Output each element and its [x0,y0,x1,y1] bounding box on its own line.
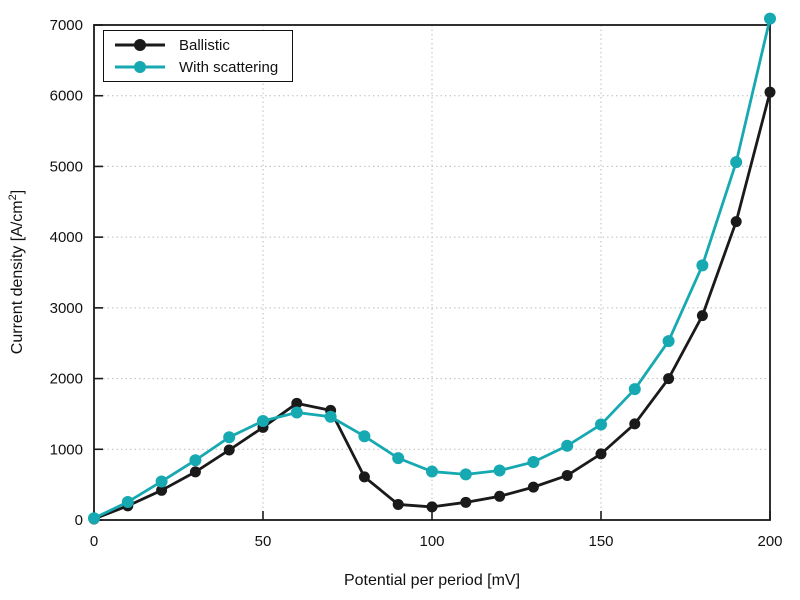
data-point [629,418,641,430]
data-point [561,439,574,452]
x-tick-label: 150 [588,533,613,550]
y-tick-label: 5000 [50,158,83,175]
legend-line-marker-icon [115,61,165,73]
y-axis-title: Current density [A/cm2] [7,189,26,355]
y-tick-label: 0 [75,512,83,529]
data-point [156,484,168,496]
data-point [426,465,438,478]
legend-line-marker-icon [115,39,165,51]
data-point [121,495,134,508]
data-point [595,418,607,431]
data-point [730,216,742,228]
legend-marker [134,39,146,51]
data-point [730,156,743,169]
x-tick-label: 50 [255,533,272,550]
data-point [662,335,675,348]
data-point [527,481,539,493]
data-point [527,456,540,469]
data-point [696,310,708,322]
data-point [392,498,404,510]
data-point [290,406,303,419]
data-point [459,468,472,481]
data-point [358,430,371,443]
data-point [358,471,370,483]
data-point [663,373,675,385]
y-tick-label: 6000 [50,88,83,105]
y-tick-label: 4000 [50,229,83,246]
legend-item-ballistic: Ballistic [114,34,278,56]
data-point [324,410,337,423]
y-tick-label: 3000 [50,300,83,317]
data-point [189,466,201,478]
data-point [764,12,776,25]
data-point [426,501,438,513]
data-point [291,397,303,409]
data-point [257,415,269,427]
y-tick-label: 2000 [50,371,83,388]
legend-marker [134,61,146,73]
data-point [561,469,573,481]
x-tick-label: 200 [757,533,782,550]
data-point [392,452,405,465]
data-point [764,86,776,98]
data-point [155,475,168,488]
data-point [494,490,506,502]
x-tick-label: 100 [419,533,444,550]
y-tick-label: 7000 [50,17,83,34]
chart-legend: Ballistic With scattering [103,30,294,82]
data-point [493,464,506,477]
data-point [595,448,607,460]
legend-label: With scattering [179,58,279,76]
legend-label: Ballistic [179,36,230,54]
data-point [696,259,709,272]
data-point [460,496,472,508]
data-point [628,383,641,396]
x-tick-label: 0 [90,533,98,550]
data-point [223,444,235,456]
data-point [189,454,202,467]
data-point [88,512,100,525]
legend-item-with-scattering: With scattering [114,56,278,78]
data-point [223,431,236,444]
x-axis-title: Potential per period [mV] [343,572,521,589]
y-tick-label: 1000 [50,441,83,458]
